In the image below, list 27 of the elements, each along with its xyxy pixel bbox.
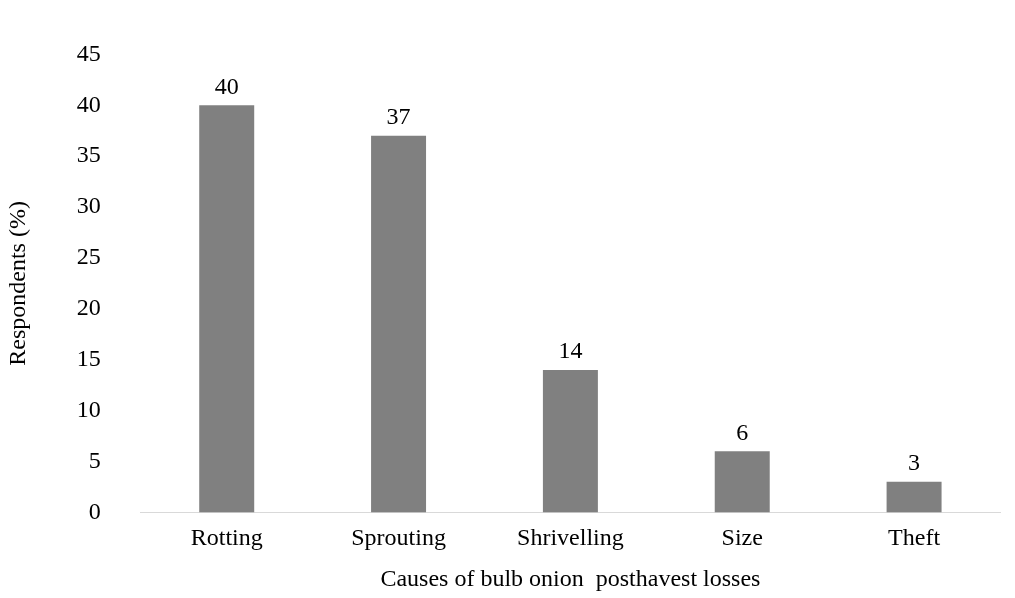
x-tick-label: Sprouting (351, 524, 446, 551)
data-label: 14 (558, 337, 583, 364)
bar (371, 135, 427, 513)
x-tick-label: Shrivelling (517, 524, 624, 551)
data-label: 6 (736, 418, 749, 445)
x-tick-label: Theft (888, 524, 941, 551)
y-tick-label: 20 (76, 294, 101, 321)
y-axis-title: Respondents (%) (3, 201, 30, 366)
y-tick-label: 45 (76, 39, 101, 66)
data-label: 40 (214, 72, 239, 99)
y-tick-label: 15 (76, 345, 101, 372)
y-tick-label: 5 (88, 446, 101, 473)
data-label: 37 (386, 103, 411, 130)
x-axis-title: Causes of bulb onion posthavest losses (380, 564, 761, 591)
bar (886, 481, 942, 513)
bar (714, 451, 770, 513)
bar (542, 369, 598, 513)
y-tick-label: 35 (76, 141, 101, 168)
y-tick-label: 30 (76, 192, 101, 219)
y-tick-label: 40 (76, 90, 101, 117)
bar (199, 105, 255, 513)
y-tick-label: 0 (88, 497, 101, 524)
y-tick-label: 10 (76, 395, 101, 422)
data-label: 3 (908, 449, 921, 476)
x-tick-label: Rotting (190, 524, 263, 551)
x-tick-label: Size (721, 524, 763, 551)
y-tick-label: 25 (76, 243, 101, 270)
